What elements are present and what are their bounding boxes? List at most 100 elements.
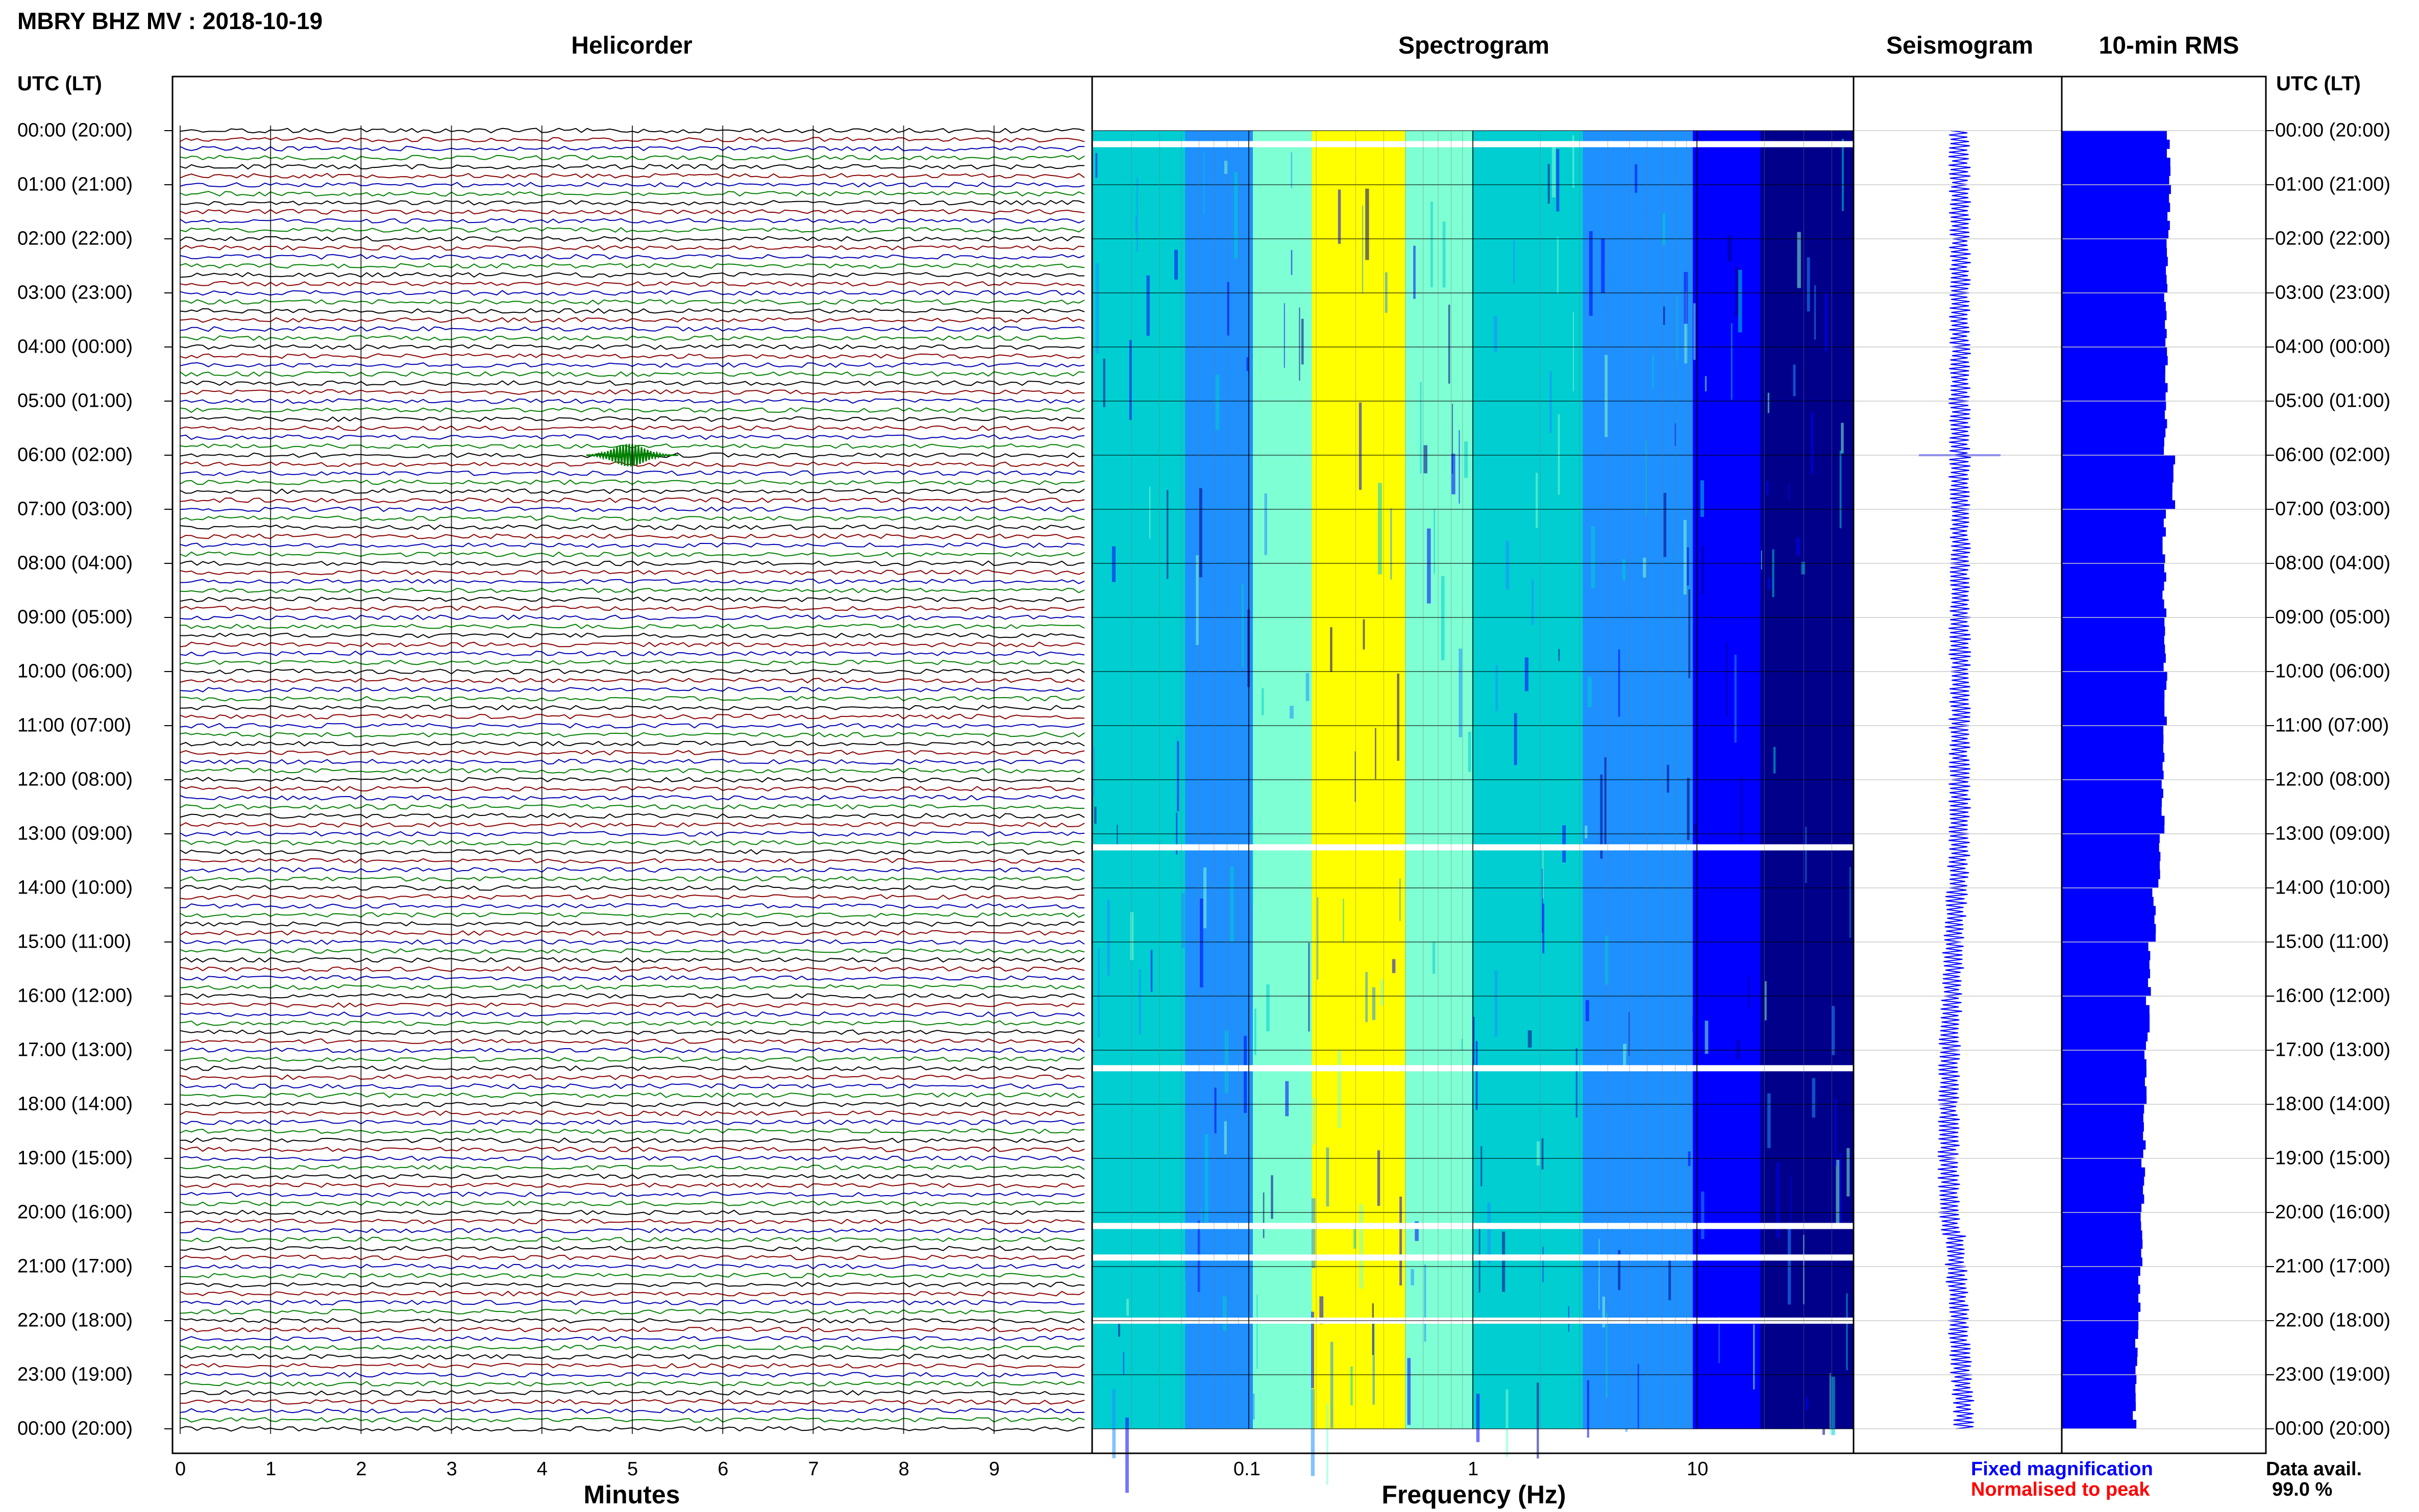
spectrogram-speckle: [1310, 1265, 1312, 1312]
spectrogram-speckle: [1556, 149, 1560, 212]
spectrogram-speckle: [1107, 900, 1110, 976]
spectrogram-speckle: [1549, 371, 1552, 433]
time-label-right: 16:00 (12:00): [2275, 985, 2391, 1007]
spectrogram-speckle: [1625, 1053, 1628, 1107]
spectrogram-speckle: [1601, 238, 1605, 293]
spectrogram-speckle: [1230, 866, 1234, 943]
spectrogram-speckle: [1262, 688, 1264, 715]
spectrogram-speckle: [1834, 1099, 1837, 1167]
rms-bar: [2062, 834, 2160, 844]
spectrogram-speckle: [1166, 490, 1169, 579]
spectrogram-speckle: [1101, 1376, 1104, 1397]
spectrogram-speckle: [1311, 1198, 1316, 1268]
spectrogram-speckle: [1467, 378, 1471, 435]
spectrogram-speckle: [1397, 673, 1399, 761]
rms-bar: [2062, 293, 2164, 303]
spectrogram-speckle: [1701, 546, 1704, 596]
rms-bar: [2062, 491, 2173, 501]
time-label-right: 23:00 (19:00): [2275, 1364, 2391, 1385]
rms-bar: [2062, 888, 2153, 898]
spectrogram-speckle: [1625, 1370, 1628, 1432]
rms-bar: [2062, 798, 2162, 807]
spectrogram-speckle: [1251, 1394, 1255, 1420]
spectrogram-speckle: [1291, 250, 1293, 275]
spectrogram-speckle: [1693, 303, 1696, 360]
spectrogram-speckle: [1178, 1266, 1180, 1302]
rms-bar: [2062, 1420, 2137, 1429]
spectrogram-speckle: [1575, 1048, 1577, 1118]
spectrogram-speckle: [1683, 519, 1687, 595]
spectrogram-speckle: [1142, 240, 1145, 298]
rms-bar: [2062, 1257, 2142, 1267]
rms-frame: [2061, 76, 2267, 1454]
spectrogram-speckle: [1224, 1030, 1229, 1094]
rms-bar: [2062, 1240, 2143, 1249]
time-label-left: 16:00 (12:00): [17, 985, 133, 1007]
spectrogram-speckle: [1797, 232, 1801, 288]
rms-bar: [2062, 1194, 2144, 1204]
spectrogram-speckle: [1311, 1389, 1315, 1476]
rms-bar: [2062, 1383, 2136, 1393]
rms-bar: [2062, 473, 2174, 483]
spectrogram-speckle: [1338, 1050, 1341, 1128]
spectrogram-speckle: [1705, 376, 1707, 392]
helicorder-x-axis-title: Minutes: [583, 1480, 680, 1509]
spectrogram-speckle: [1146, 275, 1150, 336]
rms-bar: [2062, 635, 2164, 645]
spectrogram-speckle: [1773, 747, 1776, 774]
rms-bar: [2062, 148, 2167, 158]
rms-bar: [2062, 563, 2164, 573]
spectrogram-speckle: [1705, 1021, 1709, 1054]
spectrogram-speckle: [1585, 825, 1588, 839]
spectrogram-speckle: [1181, 893, 1185, 949]
rms-bar: [2062, 401, 2166, 411]
time-label-right: 09:00 (05:00): [2275, 606, 2391, 628]
time-label-left: 20:00 (16:00): [17, 1201, 133, 1223]
spectrogram-speckle: [1662, 213, 1666, 246]
time-label-left: 12:00 (08:00): [17, 769, 133, 790]
spectrogram-speckle: [1536, 473, 1538, 528]
rms-bar: [2062, 1356, 2137, 1366]
spectrogram-speckle: [1430, 202, 1433, 288]
spectrogram-speckle: [1101, 1197, 1104, 1288]
rms-bar: [2062, 1185, 2143, 1195]
rms-bar: [2062, 1375, 2137, 1384]
time-label-right: 05:00 (01:00): [2275, 390, 2391, 412]
spectrogram-speckle: [1129, 340, 1132, 420]
time-label-left: 08:00 (04:00): [17, 552, 133, 574]
spectrogram-speckle: [1731, 323, 1733, 400]
spectrogram-speckle: [1491, 1075, 1495, 1128]
rms-bar: [2062, 590, 2163, 600]
rms-bar: [2062, 338, 2166, 348]
seismogram-title: Seismogram: [1886, 32, 2034, 59]
spectrogram-speckle: [1618, 649, 1620, 717]
spectrogram-speckle: [1849, 866, 1851, 938]
spectrogram-speckle: [1242, 1000, 1245, 1086]
spectrogram-speckle: [1831, 1376, 1835, 1435]
rms-bar: [2062, 743, 2163, 753]
spectrogram-speckle: [1112, 546, 1116, 582]
spectrogram-speckle: [1196, 555, 1199, 646]
spectrogram-speckle: [1426, 666, 1429, 699]
rms-bar: [2062, 1329, 2138, 1339]
spectrogram-speckle: [1130, 912, 1134, 960]
spectrogram-speckle: [1136, 178, 1138, 252]
rms-bar: [2062, 356, 2168, 365]
spectrogram-speckle: [1776, 1162, 1780, 1238]
spectrogram-speckle: [1572, 135, 1574, 188]
rms-bar: [2062, 672, 2167, 681]
spectrogram-speckle: [1350, 1366, 1353, 1405]
rms-bar: [2062, 780, 2162, 789]
time-label-right: 18:00 (14:00): [2275, 1093, 2391, 1115]
rms-bar: [2062, 1023, 2150, 1033]
time-label-right: 11:00 (07:00): [2275, 714, 2389, 736]
spectrogram-speckle: [1684, 291, 1688, 364]
spectrogram-speckle: [1464, 1369, 1467, 1396]
spectrogram-speckle: [1363, 619, 1365, 650]
spectrogram-speckle: [1693, 824, 1697, 835]
rms-bar: [2062, 554, 2165, 564]
spectrogram-speckle: [1603, 979, 1608, 1051]
spectrogram-speckle: [1672, 542, 1674, 613]
